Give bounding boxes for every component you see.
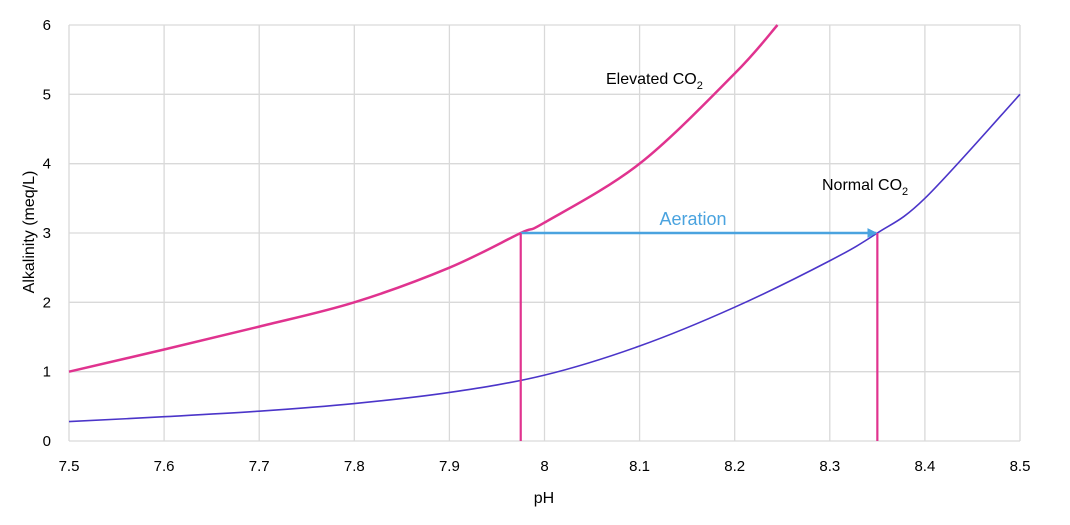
y-tick-label: 5: [43, 86, 51, 103]
x-tick-label: 8.2: [724, 458, 745, 475]
y-tick-label: 0: [43, 433, 51, 450]
aeration-label: Aeration: [659, 209, 726, 229]
x-tick-label: 7.7: [249, 458, 270, 475]
x-tick-label: 7.5: [59, 458, 80, 475]
y-tick-label: 4: [43, 156, 51, 173]
y-axis-title: Alkalinity (meq/L): [21, 171, 38, 294]
x-tick-label: 8: [540, 458, 548, 475]
x-axis-title: pH: [534, 490, 554, 507]
series-layer: [68, 24, 1021, 423]
tick-layer: 7.5 7.6 7.7 7.8 7.9 8 8.1 8.2 8.3 8.4 8.5 0 1 2 3 4 5 6: [43, 17, 1031, 475]
x-tick-label: 7.8: [344, 458, 365, 475]
series-label-normal: Normal CO2: [822, 177, 908, 198]
y-tick-label: 1: [43, 364, 51, 381]
y-tick-label: 6: [43, 17, 51, 34]
annotation-layer: [519, 228, 879, 441]
x-tick-label: 8.1: [629, 458, 650, 475]
series-label-elevated: Elevated CO2: [606, 71, 703, 92]
y-tick-label: 2: [43, 294, 51, 311]
y-tick-label: 3: [43, 225, 51, 242]
x-tick-label: 8.3: [819, 458, 840, 475]
x-tick-label: 8.4: [914, 458, 935, 475]
series-line-normal-co2: [68, 93, 1021, 423]
x-tick-label: 7.6: [154, 458, 175, 475]
series-line-elevated-co2: [68, 24, 779, 373]
x-tick-label: 8.5: [1010, 458, 1031, 475]
x-tick-label: 7.9: [439, 458, 460, 475]
